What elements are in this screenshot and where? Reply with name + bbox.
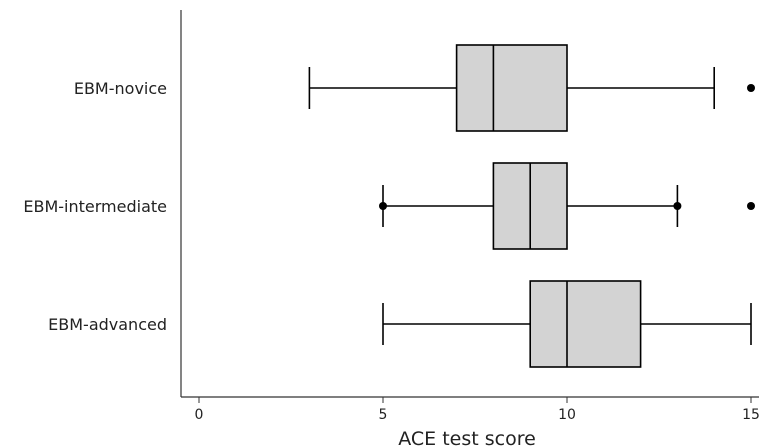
axes: 0 5 10 15 EBM-novice EBM-intermediate EBM-adva… [23, 10, 759, 423]
box-group [382, 280, 752, 368]
boxes [308, 44, 755, 368]
x-tick-label: 0 [195, 407, 204, 423]
box-group [308, 44, 755, 132]
iqr-box [455, 44, 568, 132]
box-group [379, 162, 755, 250]
y-category-label: EBM-intermediate [23, 197, 167, 216]
outlier-point [379, 202, 387, 210]
x-tick-label: 15 [742, 407, 759, 423]
outlier-point [747, 84, 755, 92]
y-category-label: EBM-novice [74, 79, 167, 98]
iqr-box [529, 280, 642, 368]
x-tick-label: 5 [379, 407, 388, 423]
outlier-point [747, 202, 755, 210]
x-tick-label: 10 [558, 407, 576, 423]
x-axis-title: ACE test score [398, 428, 536, 448]
outlier-point [673, 202, 682, 210]
y-category-label: EBM-advanced [48, 315, 167, 334]
